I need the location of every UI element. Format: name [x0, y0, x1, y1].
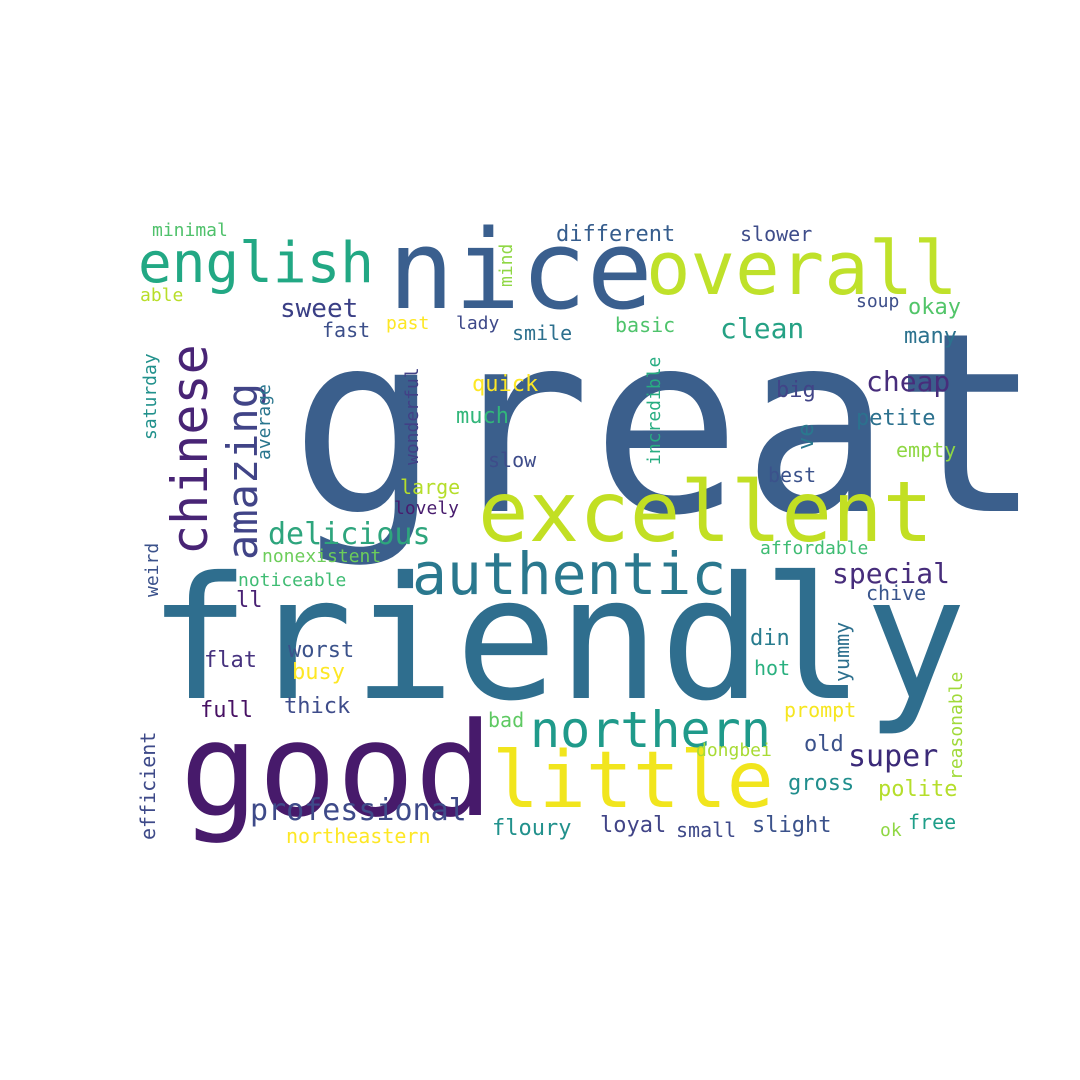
word-overall: overall: [646, 226, 958, 312]
word-busy: busy: [292, 660, 345, 685]
word-lady: lady: [456, 313, 500, 334]
word-flat: flat: [204, 648, 257, 673]
word-noticeable: noticeable: [238, 570, 347, 591]
word-affordable: affordable: [760, 538, 869, 559]
word-delicious: delicious: [268, 517, 431, 552]
word-polite: polite: [878, 777, 958, 802]
word-different: different: [556, 222, 676, 247]
word-northeastern: northeastern: [286, 824, 431, 848]
word-loyal: loyal: [600, 813, 667, 838]
word-able: able: [140, 285, 184, 306]
word-clean: clean: [720, 312, 805, 345]
word-many: many: [904, 324, 957, 349]
word-excellent: excellent: [478, 463, 934, 561]
word-mind: mind: [496, 243, 517, 287]
word-professional: professional: [250, 793, 467, 828]
word-much: much: [456, 404, 509, 429]
word-little: little: [492, 736, 774, 826]
word-okay: okay: [908, 295, 961, 320]
word-yummy: yummy: [830, 621, 854, 682]
word-free: free: [908, 810, 957, 834]
word-gross: gross: [788, 771, 855, 796]
word-soup: soup: [856, 291, 900, 312]
word-nonexistent: nonexistent: [262, 546, 382, 567]
word-smile: smile: [512, 321, 573, 345]
word-thick: thick: [284, 694, 351, 719]
word-efficient: efficient: [136, 731, 160, 840]
word-petite: petite: [856, 406, 936, 431]
word-nice: nice: [388, 206, 653, 334]
word-super: super: [848, 739, 939, 774]
word-dongbei: dongbei: [696, 740, 772, 761]
word-full: full: [200, 698, 253, 723]
word-empty: empty: [896, 438, 957, 462]
word-special: special: [832, 557, 951, 590]
word-ve: ve: [794, 423, 819, 451]
word-slight: slight: [752, 813, 832, 838]
word-average: average: [254, 384, 275, 460]
word-great: great: [290, 279, 1043, 570]
word-sweet: sweet: [280, 294, 359, 324]
word-large: large: [400, 475, 461, 499]
word-worst: worst: [288, 638, 355, 663]
word-english: english: [138, 231, 375, 296]
word-lovely: lovely: [394, 498, 460, 519]
word-chive: chive: [866, 581, 927, 605]
word-slow: slow: [488, 448, 537, 472]
word-past: past: [386, 313, 430, 334]
word-cheap: cheap: [866, 365, 951, 398]
word-saturday: saturday: [140, 353, 161, 440]
word-good: good: [180, 694, 494, 846]
word-basic: basic: [615, 313, 676, 337]
word-friendly: friendly: [148, 541, 967, 739]
word-wonderful: wonderful: [402, 367, 423, 465]
word-hot: hot: [754, 656, 791, 680]
word-small: small: [676, 818, 737, 842]
word-slower: slower: [740, 222, 813, 246]
word-ll: ll: [236, 588, 263, 613]
word-incredible: incredible: [644, 356, 665, 465]
word-authentic: authentic: [412, 540, 727, 608]
word-prompt: prompt: [784, 698, 857, 722]
word-minimal: minimal: [152, 220, 228, 241]
word-bad: bad: [488, 708, 525, 732]
word-chinese: chinese: [161, 344, 219, 555]
word-quick: quick: [472, 372, 539, 397]
word-reasonable: reasonable: [946, 671, 967, 780]
word-northern: northern: [530, 701, 771, 759]
word-floury: floury: [492, 816, 572, 841]
word-big: big: [776, 378, 816, 403]
word-old: old: [804, 732, 844, 757]
word-din: din: [750, 626, 790, 651]
word-fast: fast: [322, 318, 371, 342]
word-ok: ok: [880, 820, 902, 841]
word-weird: weird: [142, 542, 163, 597]
word-best: best: [768, 463, 817, 487]
